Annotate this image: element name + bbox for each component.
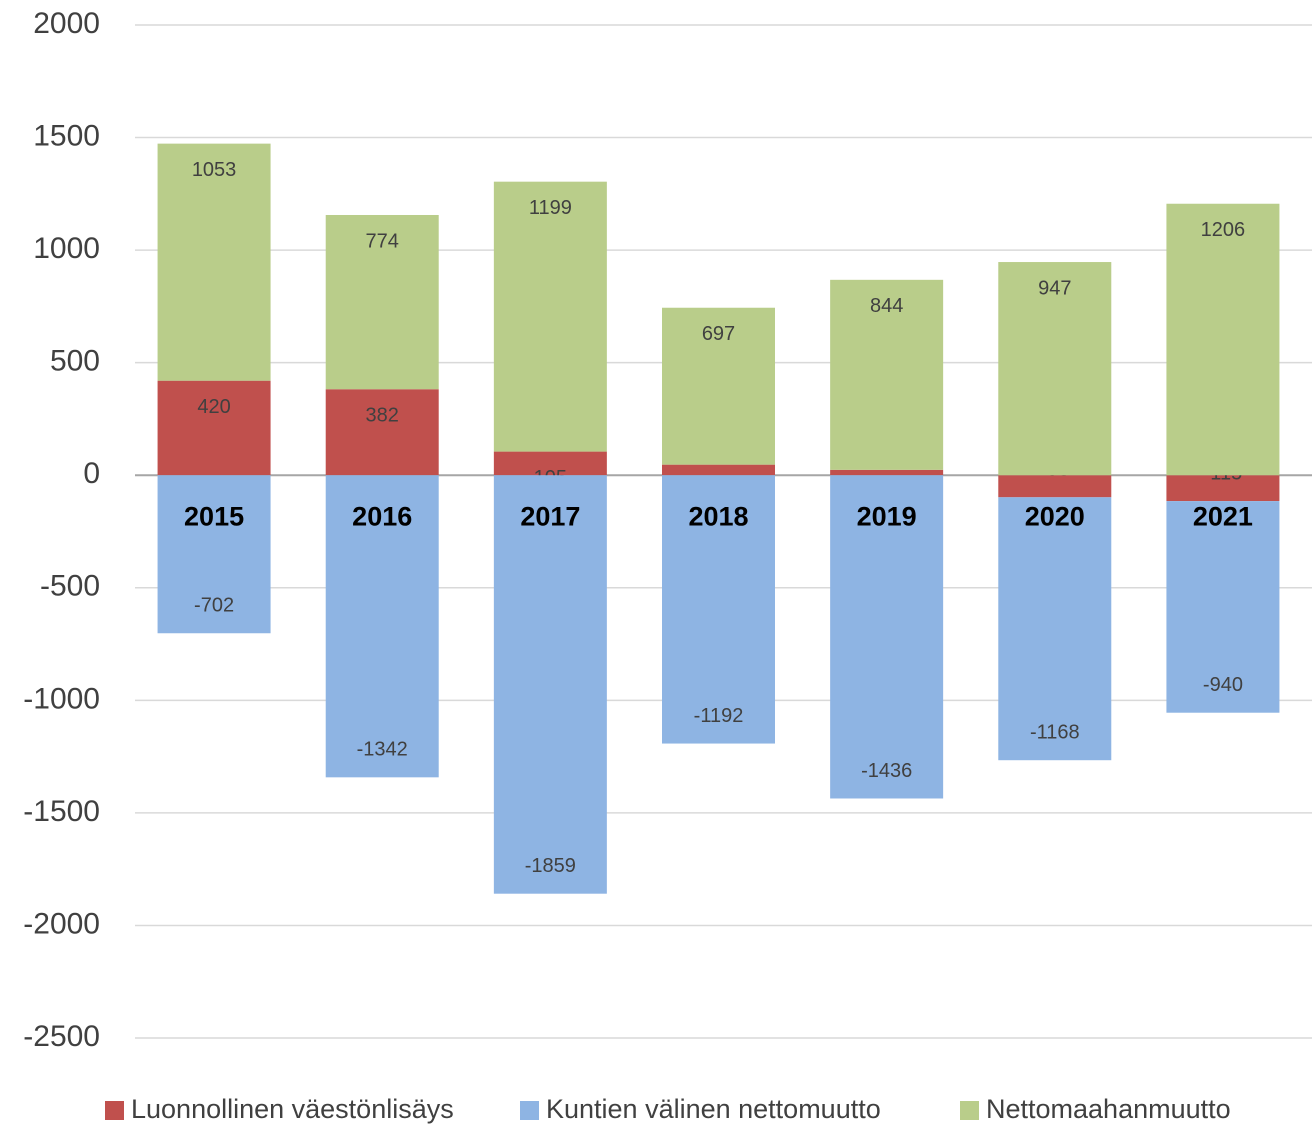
y-tick-label: 500 bbox=[50, 345, 100, 378]
bar-segment bbox=[662, 307, 775, 465]
bar-segment bbox=[157, 143, 271, 381]
bar-segment bbox=[157, 475, 271, 634]
bar-segment bbox=[998, 475, 1112, 498]
data-label: 1199 bbox=[529, 197, 572, 219]
category-label: 2017 bbox=[520, 501, 580, 531]
bar-segment bbox=[325, 214, 439, 390]
data-label: -1436 bbox=[861, 760, 912, 782]
data-label: -940 bbox=[1203, 674, 1243, 696]
bar-segment bbox=[325, 389, 439, 476]
category-label: 2016 bbox=[352, 501, 412, 531]
category-label: 2018 bbox=[688, 501, 748, 531]
bar-segment bbox=[1166, 475, 1280, 502]
y-tick-label: 0 bbox=[83, 457, 100, 490]
data-label: 697 bbox=[702, 323, 735, 345]
bar-segment bbox=[662, 475, 775, 744]
data-label: 382 bbox=[366, 405, 399, 427]
category-label: 2015 bbox=[184, 501, 244, 531]
legend-label: Luonnollinen väestönlisäys bbox=[131, 1094, 454, 1124]
bar-segment bbox=[998, 262, 1112, 476]
legend-label: Nettomaahanmuutto bbox=[986, 1094, 1231, 1124]
y-tick-label: -500 bbox=[40, 570, 100, 603]
data-label: 1053 bbox=[192, 159, 237, 181]
bar-segment bbox=[830, 475, 944, 799]
y-tick-label: -1500 bbox=[23, 795, 100, 828]
bar-segment bbox=[1166, 501, 1280, 713]
data-label: -1342 bbox=[357, 739, 408, 761]
legend-label: Kuntien välinen nettomuutto bbox=[546, 1094, 881, 1124]
category-label: 2020 bbox=[1025, 501, 1085, 531]
data-label: 1206 bbox=[1201, 219, 1246, 241]
y-tick-label: -1000 bbox=[23, 682, 100, 715]
data-label: 420 bbox=[197, 396, 230, 418]
bar-segment bbox=[998, 497, 1112, 761]
bar-segment bbox=[493, 451, 607, 476]
y-tick-label: 2000 bbox=[33, 7, 100, 40]
data-label: -1168 bbox=[1030, 721, 1080, 743]
data-label: 844 bbox=[870, 295, 903, 317]
y-tick-label: 1000 bbox=[33, 232, 100, 265]
bar-segment bbox=[662, 464, 775, 476]
legend-swatch bbox=[105, 1101, 124, 1120]
y-tick-label: -2500 bbox=[23, 1020, 100, 1053]
bar-segment bbox=[493, 475, 607, 894]
legend-swatch bbox=[520, 1101, 539, 1120]
data-label: 947 bbox=[1038, 277, 1071, 299]
bar-segment bbox=[830, 279, 944, 470]
category-label: 2019 bbox=[857, 501, 917, 531]
y-tick-label: -2000 bbox=[23, 907, 100, 940]
data-label: -702 bbox=[194, 595, 234, 617]
bar-segment bbox=[493, 181, 607, 452]
data-label: 774 bbox=[366, 230, 399, 252]
legend-swatch bbox=[960, 1101, 979, 1120]
category-label: 2021 bbox=[1193, 501, 1253, 531]
data-label: -1192 bbox=[694, 705, 744, 727]
data-label: -1859 bbox=[525, 855, 576, 877]
bar-segment bbox=[1166, 203, 1280, 476]
bar-segment bbox=[157, 380, 271, 476]
bar-segment bbox=[830, 469, 944, 476]
bar-segment bbox=[325, 475, 439, 778]
y-tick-label: 1500 bbox=[33, 119, 100, 152]
